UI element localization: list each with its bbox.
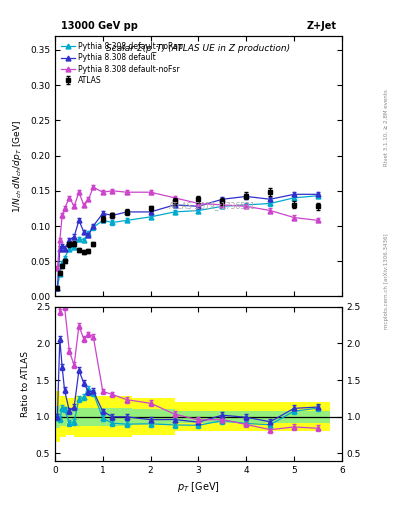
Pythia 8.308 default-noRap: [77, 236, 81, 242]
Pythia 8.308 default: [196, 203, 201, 209]
Pythia 8.308 default: [316, 191, 320, 198]
Bar: [74, 408, 86, 425]
Bar: [103, 396, 132, 437]
Pythia 8.308 default-noRap: [172, 209, 177, 215]
Text: ATLAS_2019_I1736531: ATLAS_2019_I1736531: [169, 201, 256, 210]
Pythia 8.308 default: [125, 209, 129, 215]
Bar: [132, 410, 174, 424]
Pythia 8.308 default-noFsr: [244, 203, 249, 209]
Pythia 8.308 default-noFsr: [91, 184, 95, 190]
Pythia 8.308 default-noRap: [101, 217, 105, 223]
Pythia 8.308 default: [57, 245, 62, 251]
Text: Rivet 3.1.10, ≥ 2.8M events: Rivet 3.1.10, ≥ 2.8M events: [384, 90, 389, 166]
Pythia 8.308 default-noFsr: [316, 217, 320, 223]
Pythia 8.308 default-noRap: [72, 244, 77, 250]
Bar: [174, 402, 222, 432]
Pythia 8.308 default-noRap: [316, 193, 320, 199]
Bar: [55, 406, 60, 428]
Pythia 8.308 default-noRap: [67, 245, 72, 251]
Line: Pythia 8.308 default-noFsr: Pythia 8.308 default-noFsr: [55, 185, 320, 271]
Pythia 8.308 default: [77, 217, 81, 223]
Pythia 8.308 default-noFsr: [57, 237, 62, 243]
Pythia 8.308 default: [86, 232, 91, 238]
Pythia 8.308 default: [110, 212, 115, 219]
Bar: [174, 411, 222, 423]
Pythia 8.308 default: [172, 202, 177, 208]
Pythia 8.308 default: [62, 245, 67, 251]
Bar: [222, 402, 270, 432]
Legend: Pythia 8.308 default-noRap, Pythia 8.308 default, Pythia 8.308 default-noFsr, AT: Pythia 8.308 default-noRap, Pythia 8.308…: [59, 39, 185, 87]
Pythia 8.308 default-noFsr: [67, 195, 72, 201]
Pythia 8.308 default: [148, 209, 153, 215]
Pythia 8.308 default-noFsr: [172, 195, 177, 201]
Y-axis label: Ratio to ATLAS: Ratio to ATLAS: [21, 351, 30, 417]
Text: Z+Jet: Z+Jet: [306, 20, 336, 31]
Pythia 8.308 default-noRap: [125, 217, 129, 223]
Pythia 8.308 default-noRap: [55, 285, 60, 291]
Pythia 8.308 default: [268, 196, 273, 202]
Pythia 8.308 default: [91, 223, 95, 229]
Bar: [222, 411, 270, 423]
Pythia 8.308 default-noFsr: [148, 189, 153, 195]
Pythia 8.308 default-noRap: [268, 200, 273, 206]
Bar: [103, 408, 132, 425]
Bar: [132, 398, 174, 435]
Bar: [60, 408, 66, 425]
Pythia 8.308 default-noRap: [110, 220, 115, 226]
Pythia 8.308 default: [220, 196, 225, 202]
Line: Pythia 8.308 default-noRap: Pythia 8.308 default-noRap: [55, 194, 320, 290]
Pythia 8.308 default-noRap: [81, 237, 86, 243]
Bar: [55, 391, 60, 442]
Pythia 8.308 default: [72, 233, 77, 240]
Bar: [306, 402, 330, 432]
Pythia 8.308 default-noRap: [292, 195, 296, 201]
Pythia 8.308 default-noFsr: [72, 203, 77, 209]
Bar: [86, 396, 103, 437]
Bar: [66, 410, 74, 424]
X-axis label: $p_T$ [GeV]: $p_T$ [GeV]: [177, 480, 220, 494]
Pythia 8.308 default-noFsr: [220, 202, 225, 208]
Pythia 8.308 default-noFsr: [268, 207, 273, 214]
Line: Pythia 8.308 default: Pythia 8.308 default: [55, 192, 320, 290]
Pythia 8.308 default-noFsr: [60, 212, 64, 219]
Bar: [86, 408, 103, 425]
Pythia 8.308 default-noFsr: [62, 205, 67, 211]
Y-axis label: $1/N_{ch}\,dN_{ch}/dp_T$ [GeV]: $1/N_{ch}\,dN_{ch}/dp_T$ [GeV]: [11, 120, 24, 212]
Pythia 8.308 default-noRap: [244, 202, 249, 208]
Pythia 8.308 default-noRap: [196, 207, 201, 214]
Pythia 8.308 default-noFsr: [110, 188, 115, 194]
Bar: [306, 411, 330, 423]
Text: Scalar Σ(p_T) (ATLAS UE in Z production): Scalar Σ(p_T) (ATLAS UE in Z production): [107, 44, 290, 53]
Pythia 8.308 default-noFsr: [86, 196, 91, 202]
Bar: [60, 396, 66, 437]
Pythia 8.308 default: [292, 191, 296, 198]
Pythia 8.308 default-noRap: [60, 260, 64, 266]
Pythia 8.308 default-noRap: [220, 203, 225, 209]
Bar: [270, 411, 306, 423]
Pythia 8.308 default-noRap: [57, 271, 62, 277]
Pythia 8.308 default-noRap: [148, 214, 153, 220]
Text: mcplots.cern.ch [arXiv:1306.3436]: mcplots.cern.ch [arXiv:1306.3436]: [384, 234, 389, 329]
Bar: [270, 402, 306, 432]
Pythia 8.308 default: [101, 210, 105, 217]
Pythia 8.308 default-noFsr: [77, 189, 81, 195]
Pythia 8.308 default-noFsr: [101, 189, 105, 195]
Pythia 8.308 default-noFsr: [292, 215, 296, 221]
Pythia 8.308 default-noRap: [86, 230, 91, 236]
Pythia 8.308 default: [60, 243, 64, 249]
Pythia 8.308 default-noFsr: [81, 202, 86, 208]
Pythia 8.308 default-noFsr: [196, 200, 201, 206]
Pythia 8.308 default: [81, 228, 86, 234]
Bar: [74, 396, 86, 437]
Pythia 8.308 default-noFsr: [55, 265, 60, 271]
Pythia 8.308 default: [67, 237, 72, 243]
Text: 13000 GeV pp: 13000 GeV pp: [61, 20, 138, 31]
Pythia 8.308 default-noRap: [91, 224, 95, 230]
Bar: [66, 398, 74, 435]
Pythia 8.308 default-noFsr: [125, 189, 129, 195]
Pythia 8.308 default: [244, 194, 249, 200]
Pythia 8.308 default: [55, 285, 60, 291]
Pythia 8.308 default-noRap: [62, 254, 67, 261]
